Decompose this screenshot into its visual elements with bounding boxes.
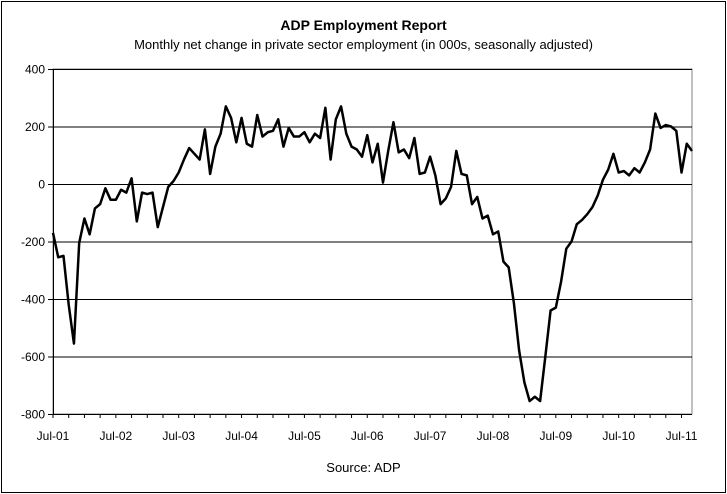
y-tick-label: -800 — [21, 408, 45, 422]
x-tick-label: Jul-07 — [414, 429, 447, 443]
x-axis: Jul-01 Jul-02 Jul-03 Jul-04 Jul-05 Jul-06 Jul-… — [37, 414, 698, 443]
x-tick-label: Jul-08 — [477, 429, 510, 443]
y-tick-label: -400 — [21, 293, 45, 307]
x-tick-label: Jul-11 — [666, 429, 698, 443]
x-tick-label: Jul-09 — [539, 429, 572, 443]
y-tick-label: 0 — [38, 178, 45, 192]
y-tick-label: 200 — [25, 120, 45, 134]
x-tick-label: Jul-03 — [162, 429, 195, 443]
series-line — [51, 105, 694, 403]
chart-subtitle: Monthly net change in private sector emp… — [134, 37, 593, 52]
y-tick-label: 400 — [25, 63, 45, 77]
x-tick-label: Jul-01 — [37, 429, 70, 443]
x-tick-label: Jul-06 — [351, 429, 384, 443]
chart-source: Source: ADP — [326, 460, 401, 475]
x-tick-label: Jul-02 — [100, 429, 133, 443]
gridlines — [53, 69, 692, 358]
chart-title: ADP Employment Report — [280, 17, 447, 33]
series-group — [51, 105, 694, 403]
y-tick-label: -200 — [21, 235, 45, 249]
x-tick-label: Jul-05 — [288, 429, 321, 443]
y-tick-label: -600 — [21, 350, 45, 364]
y-axis: -800 -600 -400 -200 0 200 400 — [21, 63, 54, 422]
x-tick-label: Jul-04 — [225, 429, 258, 443]
x-tick-label: Jul-10 — [602, 429, 635, 443]
